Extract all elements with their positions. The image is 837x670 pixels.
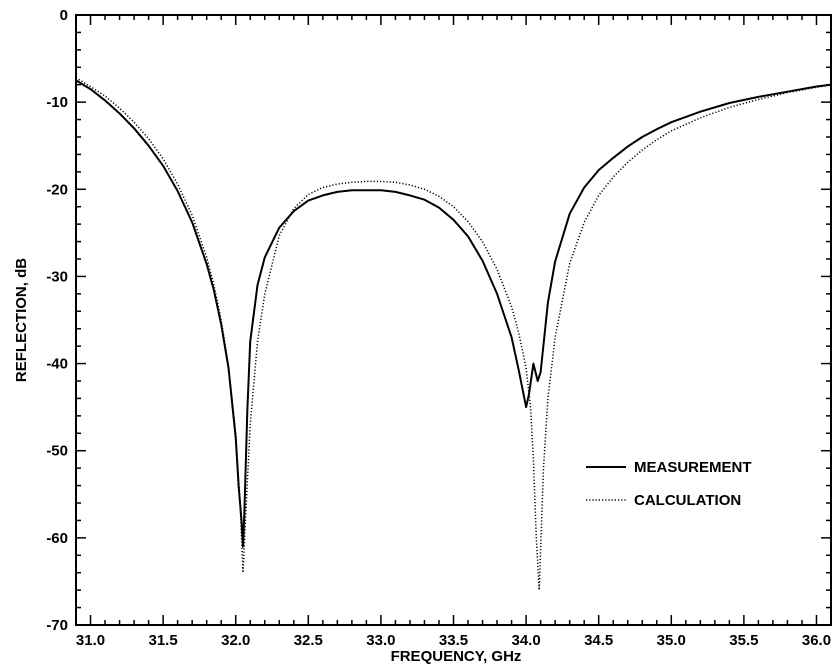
series-line-measurement (75, 79, 832, 548)
y-tick-label: -30 (46, 268, 68, 285)
series-line-calculation (75, 77, 832, 591)
legend: MEASUREMENT CALCULATION (586, 459, 752, 509)
x-tick-label: 33.5 (439, 632, 468, 649)
x-tick-label: 35.0 (657, 632, 686, 649)
y-tick-label: -70 (46, 617, 68, 634)
y-axis-title: REFLECTION, dB (13, 258, 30, 382)
legend-label-measurement: MEASUREMENT (634, 459, 752, 476)
y-tick-label: -10 (46, 94, 68, 111)
y-tick-label: 0 (60, 7, 68, 24)
series-layer (75, 77, 832, 591)
axis-tick-labels: 31.0 31.5 32.0 32.5 33.0 33.5 34.0 34.5 35.0 35.5… (46, 7, 831, 649)
y-tick-label: -40 (46, 356, 68, 373)
axis-ticks (75, 14, 832, 626)
x-tick-label: 31.0 (76, 632, 105, 649)
x-axis-title: FREQUENCY, GHz (391, 648, 522, 665)
y-tick-label: -20 (46, 181, 68, 198)
x-tick-label: 33.0 (366, 632, 395, 649)
x-tick-label: 31.5 (149, 632, 178, 649)
x-tick-label: 32.0 (221, 632, 250, 649)
x-tick-label: 34.5 (584, 632, 613, 649)
legend-label-calculation: CALCULATION (634, 492, 741, 509)
x-tick-label: 36.0 (802, 632, 831, 649)
x-tick-label: 34.0 (511, 632, 540, 649)
y-tick-label: -50 (46, 443, 68, 460)
x-tick-label: 32.5 (294, 632, 323, 649)
y-tick-label: -60 (46, 530, 68, 547)
x-tick-label: 35.5 (729, 632, 758, 649)
